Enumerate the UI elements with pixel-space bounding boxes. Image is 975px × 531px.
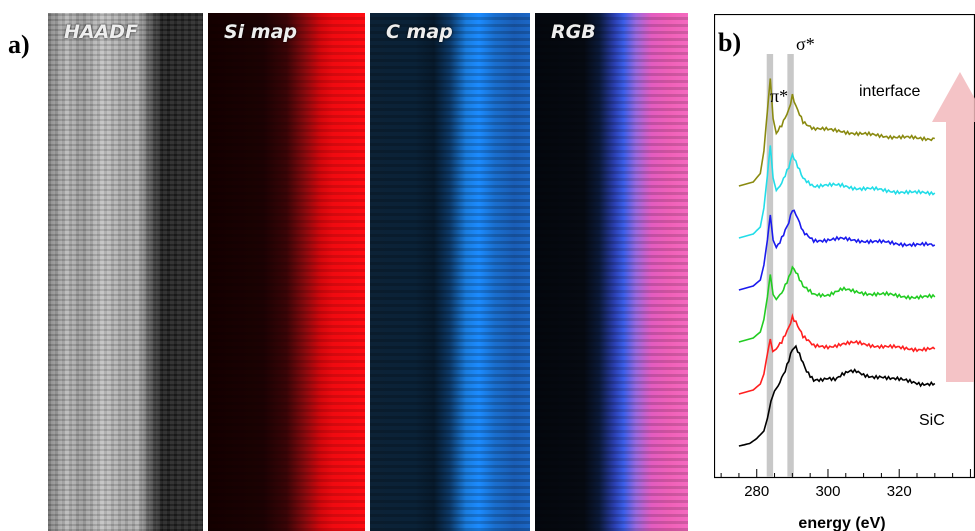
sigma-star-label: σ* [796,34,815,54]
spectrum-line-1 [738,313,936,395]
sic-annotation: SiC [919,412,945,429]
rgb-map-title: RGB [551,21,596,43]
eels-spectra-chart: 280 300 320 π* σ* interface SiC energy (eV… [714,14,975,531]
spectrum-line-4 [738,145,936,239]
shaded-band-0 [766,54,774,477]
x-tick-label: 320 [887,483,912,500]
si-map: Si map [208,13,365,531]
c-map: C map [370,13,530,531]
spectrum-line-5 [738,78,935,187]
spectrum-line-0 [738,344,936,447]
eels-spectra-panel: 280 300 320 π* σ* interface SiC energy (eV… [714,14,975,531]
plot-frame [714,14,975,479]
x-tick-label: 300 [815,483,840,500]
spectrum-line-2 [738,265,936,343]
sequence-arrow [932,72,975,382]
haadf-map: HAADF [48,13,203,531]
panel-a-label: a) [8,30,30,59]
interface-annotation: interface [859,83,920,100]
rgb-map: RGB [535,13,688,531]
pi-star-label: π* [770,86,788,106]
x-axis-label: energy (eV) [798,515,885,531]
shaded-band-1 [787,54,794,477]
c-map-title: C map [386,21,453,43]
panel-b-label: b) [718,28,742,57]
spectrum-line-3 [738,209,936,291]
x-tick-label: 280 [744,483,769,500]
si-map-title: Si map [224,21,298,43]
haadf-title: HAADF [64,21,139,43]
